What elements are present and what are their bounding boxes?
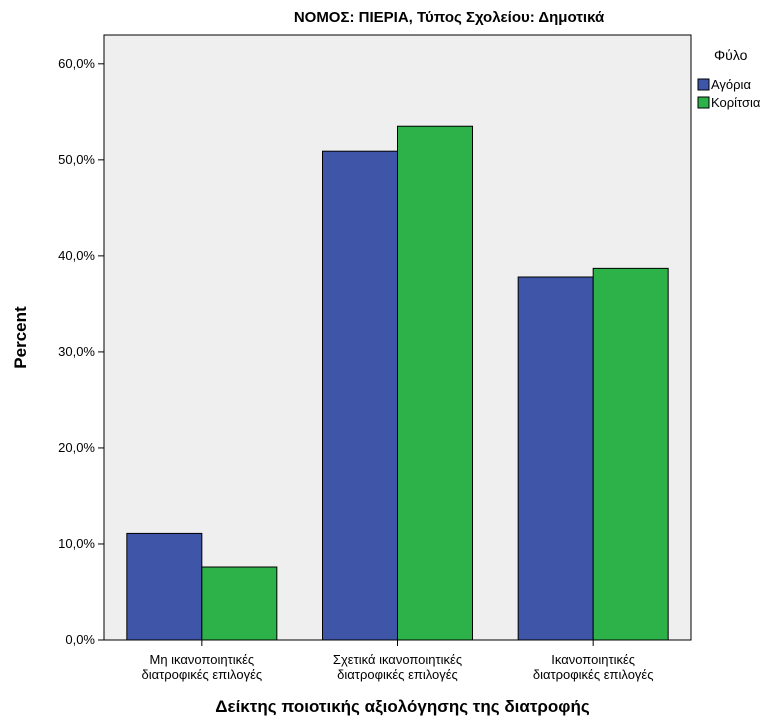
x-category-label: Ικανοποιητικές <box>551 652 635 667</box>
y-tick-label: 50,0% <box>58 152 95 167</box>
bar <box>126 532 203 641</box>
chart-title: ΝΟΜΟΣ: ΠΙΕΡΙΑ, Τύπος Σχολείου: Δημοτικά <box>294 9 605 26</box>
x-category-label: διατροφικές επιλογές <box>142 667 263 682</box>
bar <box>322 150 398 641</box>
bars <box>126 125 669 641</box>
y-tick-label: 0,0% <box>65 632 95 647</box>
x-axis-title: Δείκτης ποιοτικής αξιολόγησης της διατρο… <box>215 697 590 716</box>
legend: Φύλο Αγόρια Κορίτσια <box>697 47 761 110</box>
y-tick-label: 60,0% <box>58 56 95 71</box>
bar <box>397 125 473 641</box>
y-tick-label: 20,0% <box>58 440 95 455</box>
y-tick-label: 30,0% <box>58 344 95 359</box>
x-category-label: διατροφικές επιλογές <box>533 667 654 682</box>
bar <box>517 276 594 641</box>
bar <box>201 566 278 641</box>
y-axis-title: Percent <box>11 306 30 369</box>
legend-swatch <box>697 96 710 109</box>
legend-swatch <box>697 78 710 91</box>
bar <box>592 267 669 641</box>
x-category-label: Μη ικανοποιητικές <box>149 652 254 667</box>
y-axis: 0,0% 10,0% 20,0% 30,0% 40,0% 50,0% 60,0% <box>58 56 104 647</box>
legend-title: Φύλο <box>714 47 748 63</box>
y-tick-label: 40,0% <box>58 248 95 263</box>
y-tick-label: 10,0% <box>58 536 95 551</box>
legend-label: Αγόρια <box>711 77 751 92</box>
x-category-label: Σχετικά ικανοποιητικές <box>333 652 462 667</box>
x-category-label: διατροφικές επιλογές <box>337 667 458 682</box>
legend-label: Κορίτσια <box>711 95 761 110</box>
